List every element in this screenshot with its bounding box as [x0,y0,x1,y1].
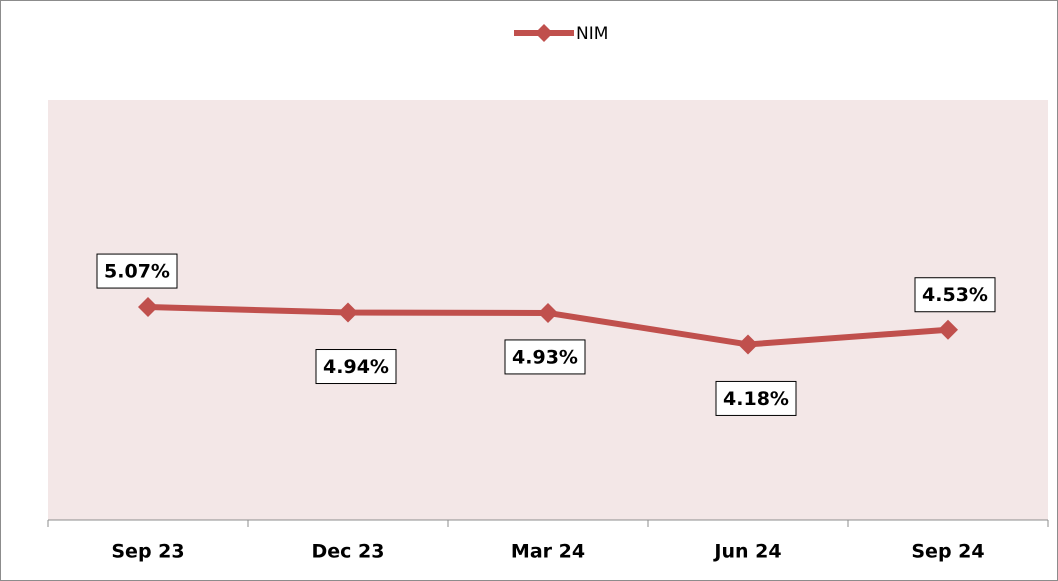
data-point [338,302,358,323]
data-label: 4.93% [512,346,578,368]
data-label: 4.53% [922,284,988,306]
data-point [938,319,958,340]
data-label: 5.07% [104,261,170,283]
data-label-box [715,380,797,416]
data-point [738,334,758,355]
legend-marker [535,24,553,42]
data-label-box [504,339,586,375]
x-tick-label: Dec 23 [312,541,385,563]
x-tick-label: Sep 24 [911,541,984,563]
data-label-box [96,253,178,289]
x-tick-label: Mar 24 [511,541,585,563]
data-label-box [914,277,996,313]
data-label: 4.18% [723,388,789,410]
legend-label: NIM [576,24,608,44]
data-point [538,302,558,323]
x-tick-label: Jun 24 [712,541,781,563]
x-tick-label: Sep 23 [111,541,184,563]
data-label: 4.94% [323,356,389,378]
data-point [138,297,158,318]
data-label-box [315,349,397,385]
